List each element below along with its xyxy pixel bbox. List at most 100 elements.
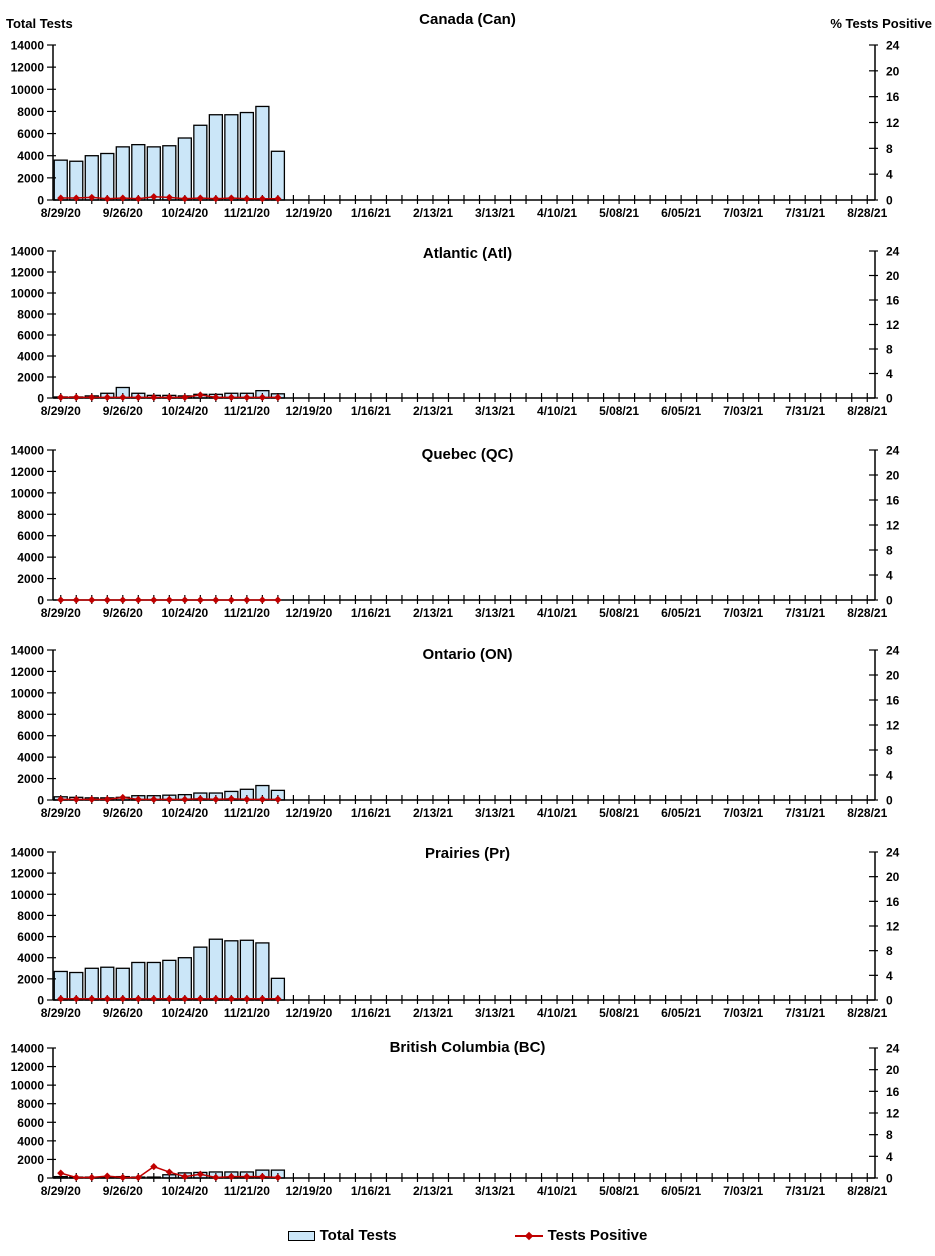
left-tick-label: 4000 xyxy=(17,149,44,163)
x-tick-label: 2/13/21 xyxy=(413,606,453,620)
line-diamond-marker-icon xyxy=(514,1231,543,1241)
bars-series xyxy=(53,105,286,201)
diamond-marker xyxy=(258,393,266,401)
diamond-marker xyxy=(181,1173,189,1181)
right-tick-label: 16 xyxy=(886,1085,900,1099)
x-tick-label: 7/03/21 xyxy=(723,404,763,418)
x-tick-label: 4/10/21 xyxy=(537,606,577,620)
x-tick-label: 9/26/20 xyxy=(103,1006,143,1020)
diamond-marker xyxy=(134,795,142,803)
right-tick-label: 20 xyxy=(886,469,900,483)
diamond-marker xyxy=(227,393,235,401)
right-tick-label: 12 xyxy=(886,318,900,332)
x-tick-label: 5/08/21 xyxy=(599,1006,639,1020)
x-tick-label: 11/21/20 xyxy=(224,404,270,418)
diamond-marker xyxy=(212,393,220,401)
axis-ticks xyxy=(47,649,878,804)
right-tick-label: 12 xyxy=(886,519,900,533)
axis-labels: 0 2000 4000 6000 8000 10000 12000 14000 0 4 8 12 16 2… xyxy=(11,245,900,419)
diamond-marker xyxy=(212,795,220,803)
x-tick-label: 8/28/21 xyxy=(847,1006,887,1020)
left-tick-label: 12000 xyxy=(11,1060,45,1074)
left-tick-label: 8000 xyxy=(17,308,44,322)
left-tick-label: 12000 xyxy=(11,61,45,75)
x-tick-label: 2/13/21 xyxy=(413,404,453,418)
x-tick-label: 7/03/21 xyxy=(723,606,763,620)
x-tick-label: 8/29/20 xyxy=(41,1006,81,1020)
left-tick-label: 2000 xyxy=(17,572,44,586)
diamond-marker xyxy=(196,391,204,399)
right-tick-label: 0 xyxy=(886,994,893,1008)
diamond-marker xyxy=(103,1172,111,1180)
left-tick-label: 6000 xyxy=(17,930,44,944)
x-tick-label: 8/28/21 xyxy=(847,606,887,620)
bar xyxy=(69,160,84,201)
diamond-marker xyxy=(258,596,266,604)
left-tick-label: 10000 xyxy=(11,287,45,301)
right-tick-label: 16 xyxy=(886,90,900,104)
x-tick-label: 11/21/20 xyxy=(224,1006,270,1020)
diamond-marker xyxy=(181,393,189,401)
left-tick-label: 12000 xyxy=(11,465,45,479)
x-tick-label: 8/29/20 xyxy=(41,806,81,820)
diamond-marker xyxy=(181,195,189,203)
diamond-marker xyxy=(243,195,251,203)
x-tick-label: 8/28/21 xyxy=(847,1184,887,1198)
x-tick-label: 3/13/21 xyxy=(475,1184,515,1198)
x-tick-label: 3/13/21 xyxy=(475,806,515,820)
right-tick-label: 4 xyxy=(886,769,893,783)
bar xyxy=(131,961,146,1001)
diamond-marker xyxy=(103,596,111,604)
bar xyxy=(162,145,177,201)
bar xyxy=(84,155,99,201)
diamond-marker xyxy=(88,193,96,202)
left-tick-label: 14000 xyxy=(11,245,45,259)
chart-block-british-columbia: 0 2000 4000 6000 8000 10000 12000 14000 0 4 8 12 16 2… xyxy=(0,1030,935,1215)
bar xyxy=(193,946,208,1001)
x-tick-label: 8/28/21 xyxy=(847,206,887,220)
diamond-marker xyxy=(150,596,158,604)
diamond-marker xyxy=(103,195,111,203)
chart-title-ontario: Ontario (ON) xyxy=(422,646,513,663)
right-tick-label: 0 xyxy=(886,194,893,208)
diamond-marker xyxy=(181,995,189,1003)
x-tick-label: 2/13/21 xyxy=(413,206,453,220)
diamond-marker xyxy=(72,795,80,803)
x-tick-label: 12/19/20 xyxy=(286,606,333,620)
tests-positive-series xyxy=(57,793,282,803)
diamond-marker xyxy=(119,793,127,802)
right-tick-label: 20 xyxy=(886,870,900,884)
left-tick-label: 6000 xyxy=(17,529,44,543)
left-tick-label: 10000 xyxy=(11,83,45,97)
x-tick-label: 9/26/20 xyxy=(103,806,143,820)
left-tick-label: 4000 xyxy=(17,951,44,965)
right-tick-label: 16 xyxy=(886,895,900,909)
legend-label-total-tests: Total Tests xyxy=(319,1227,397,1244)
x-tick-label: 7/31/21 xyxy=(785,1184,825,1198)
bar xyxy=(100,152,115,201)
diamond-marker xyxy=(243,795,251,803)
diamond-marker xyxy=(165,393,173,401)
right-tick-label: 4 xyxy=(886,367,893,381)
diamond-marker xyxy=(227,995,235,1003)
axis-ticks xyxy=(47,250,878,402)
diamond-marker xyxy=(212,195,220,203)
diamond-marker xyxy=(258,1173,266,1181)
left-tick-label: 6000 xyxy=(17,1116,44,1130)
bar xyxy=(177,957,192,1001)
diamond-marker xyxy=(243,1173,251,1181)
diamond-marker xyxy=(88,596,96,604)
left-tick-label: 14000 xyxy=(11,39,45,53)
chart-title-canada: Canada (Can) xyxy=(419,11,516,28)
right-tick-label: 4 xyxy=(886,1150,893,1164)
right-tick-label: 12 xyxy=(886,116,900,130)
left-tick-label: 2000 xyxy=(17,1153,44,1167)
x-tick-label: 4/10/21 xyxy=(537,1184,577,1198)
diamond-marker xyxy=(134,393,142,401)
diamond-marker xyxy=(88,995,96,1003)
left-tick-label: 6000 xyxy=(17,329,44,343)
diamond-marker xyxy=(243,596,251,604)
diamond-marker xyxy=(119,194,127,202)
axis-labels: 0 2000 4000 6000 8000 10000 12000 14000 0 4 8 12 16 2… xyxy=(11,644,900,821)
diamond-marker xyxy=(258,795,266,803)
